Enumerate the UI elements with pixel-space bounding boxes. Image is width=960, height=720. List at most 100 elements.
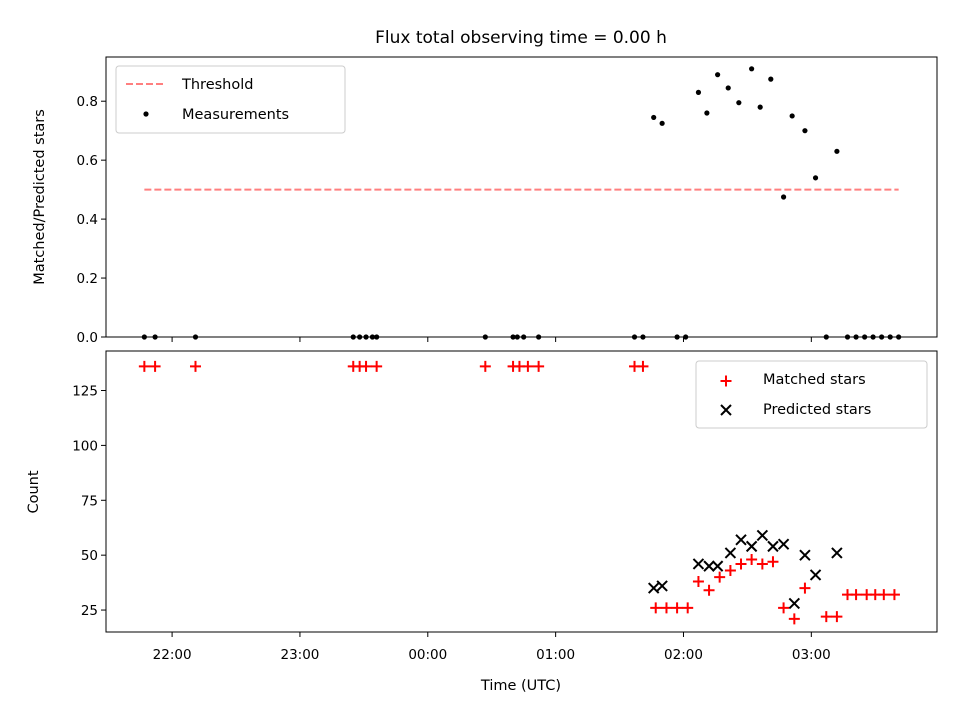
measurement-point bbox=[651, 114, 657, 121]
bottom-panel: 25 50 75 100 125 22:00 23:00 00:00 01:00 02:00 03:… bbox=[72, 350, 938, 663]
predicted-star-marker bbox=[724, 547, 737, 559]
measurement-point bbox=[631, 334, 638, 340]
measurement-point bbox=[715, 72, 721, 78]
measurement-point bbox=[802, 128, 808, 134]
y-tick-label: 0.4 bbox=[77, 212, 98, 228]
matched-star-marker bbox=[671, 602, 683, 614]
matched-star-marker bbox=[724, 565, 736, 577]
matched-star-marker bbox=[360, 360, 372, 372]
legend-label-threshold: Threshold bbox=[181, 77, 253, 93]
top-y-axis-title: Matched/Predicted stars bbox=[32, 109, 48, 285]
matched-star-marker bbox=[650, 602, 662, 614]
predicted-star-marker bbox=[692, 558, 705, 570]
matched-star-marker bbox=[746, 554, 758, 566]
predicted-star-marker bbox=[777, 538, 790, 550]
matched-star-marker bbox=[189, 360, 201, 372]
matched-star-marker bbox=[138, 360, 150, 372]
measurement-point bbox=[780, 194, 787, 200]
figure-title: Flux total observing time = 0.00 h bbox=[375, 28, 667, 48]
x-axis-title: Time (UTC) bbox=[480, 678, 561, 694]
measurement-point bbox=[853, 334, 859, 340]
measurement-point bbox=[482, 334, 488, 340]
legend-label-matched: Matched stars bbox=[763, 372, 866, 388]
legend-label-predicted: Predicted stars bbox=[763, 402, 871, 418]
top-panel: 0.0 0.2 0.4 0.6 0.8 Threshold Measurements bbox=[77, 56, 938, 346]
legend-box bbox=[695, 360, 928, 429]
y-tick-label: 100 bbox=[72, 438, 98, 454]
bottom-y-axis-title: Count bbox=[26, 470, 42, 513]
legend-predicted-swatch bbox=[720, 404, 732, 416]
matched-star-marker bbox=[479, 360, 491, 372]
measurement-point bbox=[812, 175, 819, 181]
measurement-point bbox=[141, 334, 147, 340]
measurement-point bbox=[879, 334, 885, 340]
x-tick-label: 02:00 bbox=[664, 647, 703, 663]
legend-box bbox=[115, 65, 346, 134]
measurement-point bbox=[536, 334, 542, 340]
measurement-point bbox=[514, 334, 520, 340]
measurement-point bbox=[357, 334, 363, 340]
matched-star-marker bbox=[831, 611, 843, 623]
y-tick-label: 0.8 bbox=[77, 94, 98, 110]
matched-star-marker bbox=[799, 582, 811, 594]
measurement-point bbox=[674, 334, 680, 340]
measurement-point bbox=[640, 334, 646, 340]
y-tick-label: 0.6 bbox=[77, 153, 98, 169]
measurement-point bbox=[736, 100, 742, 106]
measurement-point bbox=[683, 334, 689, 340]
predicted-star-marker bbox=[703, 560, 715, 572]
predicted-star-marker bbox=[788, 597, 801, 610]
matched-star-marker bbox=[371, 360, 383, 372]
y-tick-label: 0.2 bbox=[77, 271, 98, 287]
predicted-star-marker bbox=[711, 560, 724, 572]
matched-star-marker bbox=[767, 556, 779, 568]
measurement-point bbox=[870, 334, 876, 340]
matched-star-marker bbox=[788, 613, 800, 625]
matched-star-marker bbox=[850, 589, 862, 601]
measurement-point bbox=[844, 334, 851, 340]
matched-star-marker bbox=[682, 602, 694, 614]
measurement-point bbox=[152, 334, 158, 340]
matched-star-marker bbox=[660, 602, 672, 614]
predicted-star-marker bbox=[756, 529, 769, 542]
measurement-point bbox=[350, 334, 356, 340]
matched-star-marker bbox=[778, 602, 790, 614]
measurement-point bbox=[363, 334, 369, 340]
matched-star-marker bbox=[714, 571, 726, 583]
predicted-star-marker bbox=[799, 549, 811, 561]
measurement-point bbox=[823, 334, 829, 340]
matched-star-marker bbox=[692, 576, 704, 588]
y-tick-label: 0.0 bbox=[77, 330, 98, 346]
matched-star-marker bbox=[149, 360, 161, 372]
measurement-point bbox=[768, 76, 774, 82]
predicted-star-marker bbox=[735, 534, 747, 546]
measurement-point bbox=[887, 334, 893, 340]
measurement-point bbox=[695, 89, 702, 95]
legend-matched-swatch bbox=[720, 375, 732, 387]
measurement-point bbox=[374, 334, 380, 340]
measurement-point bbox=[757, 104, 763, 110]
x-tick-label: 03:00 bbox=[792, 647, 831, 663]
predicted-star-marker bbox=[809, 569, 822, 581]
measurement-point bbox=[862, 334, 868, 340]
measurement-point bbox=[510, 334, 516, 340]
matched-star-marker bbox=[703, 584, 715, 596]
predicted-star-marker bbox=[656, 580, 668, 592]
measurement-point bbox=[896, 334, 902, 340]
x-tick-label: 22:00 bbox=[153, 647, 192, 663]
y-tick-label: 75 bbox=[81, 493, 98, 509]
plot-frame bbox=[105, 350, 938, 633]
measurement-point bbox=[725, 85, 731, 91]
matched-star-marker bbox=[637, 360, 649, 372]
measurement-point bbox=[704, 110, 710, 116]
measurement-point bbox=[369, 334, 376, 340]
predicted-star-marker bbox=[745, 540, 758, 553]
x-tick-label: 23:00 bbox=[280, 647, 319, 663]
matched-star-marker bbox=[735, 558, 747, 570]
measurement-point bbox=[834, 148, 840, 154]
y-tick-label: 125 bbox=[72, 384, 98, 400]
measurement-point bbox=[749, 66, 755, 72]
x-tick-label: 00:00 bbox=[408, 647, 447, 663]
matched-star-marker bbox=[522, 360, 534, 372]
predicted-star-marker bbox=[767, 540, 779, 553]
